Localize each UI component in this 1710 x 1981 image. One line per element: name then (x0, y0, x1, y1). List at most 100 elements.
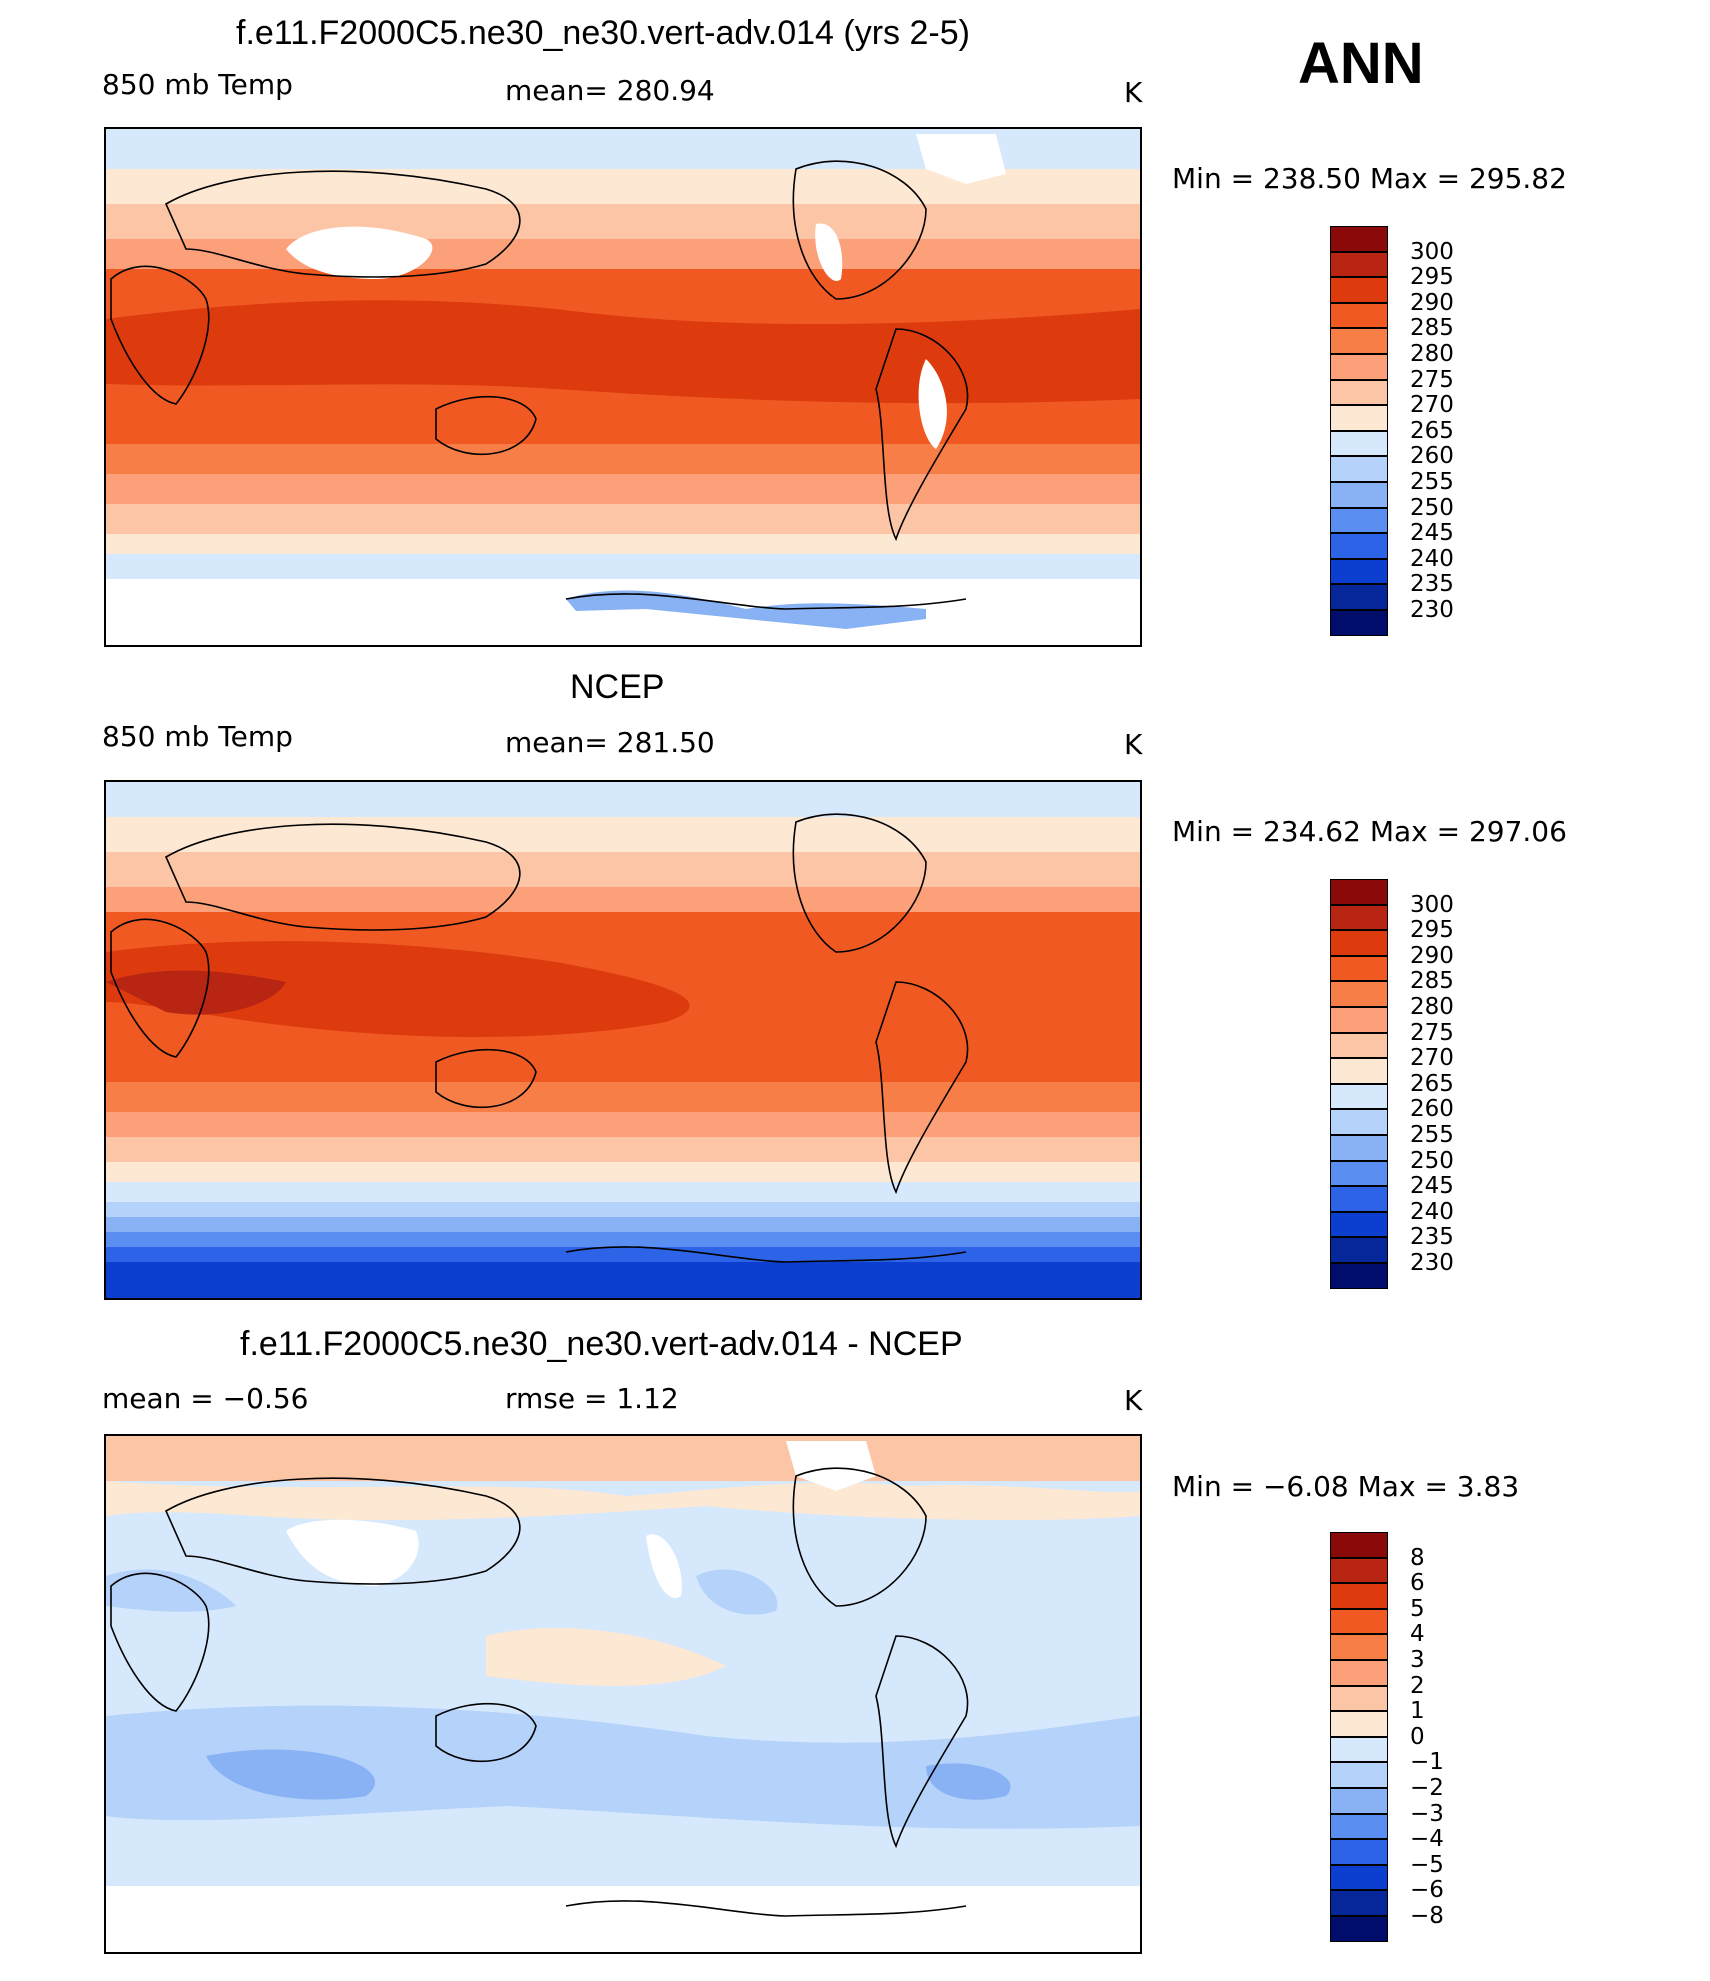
colorbar-swatch (1330, 1032, 1388, 1059)
colorbar-swatch (1330, 1736, 1388, 1763)
colorbar-tick-label: 260 (1410, 443, 1454, 470)
colorbar-swatch (1330, 1211, 1388, 1238)
colorbar-swatch (1330, 1263, 1388, 1289)
colorbar-tick-label: 265 (1410, 417, 1454, 444)
panel-obs-colorbar: 300 295 290 285 280 275 270 265 260 255 250 245 240 2… (1330, 879, 1454, 1289)
panel-diff-units: K (1124, 1384, 1143, 1417)
colorbar-tick-label: 250 (1410, 494, 1454, 521)
colorbar-swatch (1330, 610, 1388, 636)
season-label: ANN (1298, 31, 1424, 96)
colorbar-tick-label: 280 (1410, 994, 1454, 1020)
colorbar-swatch (1330, 1160, 1388, 1187)
colorbar-swatch (1330, 302, 1388, 329)
colorbar-swatch (1330, 1711, 1388, 1737)
colorbar-tick-label: 6 (1410, 1570, 1425, 1597)
colorbar-tick-label: 8 (1410, 1544, 1425, 1571)
colorbar-swatch (1330, 251, 1388, 278)
colorbar-swatch (1330, 1762, 1388, 1788)
colorbar-tick-label: −3 (1410, 1800, 1444, 1827)
panel-model-variable-label: 850 mb Temp (102, 68, 293, 101)
colorbar-tick-label: 245 (1410, 1173, 1454, 1200)
colorbar-swatch (1330, 1608, 1388, 1635)
colorbar-tick-label: 300 (1410, 238, 1454, 265)
colorbar-swatch (1330, 1916, 1388, 1942)
colorbar-swatch (1330, 277, 1388, 303)
colorbar-swatch (1330, 904, 1388, 931)
panel-diff-map-field (106, 1436, 1140, 1952)
panel-model-title: f.e11.F2000C5.ne30_ne30.vert-adv.014 (yr… (236, 14, 970, 52)
colorbar-swatch (1330, 558, 1388, 585)
colorbar-swatch (1330, 1135, 1388, 1161)
colorbar-tick-label: 290 (1410, 289, 1454, 316)
colorbar-tick-label: 255 (1410, 1122, 1454, 1148)
colorbar-tick-label: −4 (1410, 1826, 1444, 1853)
colorbar-swatch (1330, 456, 1388, 482)
colorbar-tick-label: 270 (1410, 1045, 1454, 1072)
colorbar-tick-label: 235 (1410, 1224, 1454, 1251)
colorbar-swatch (1330, 430, 1388, 457)
colorbar-tick-label: 275 (1410, 366, 1454, 393)
colorbar-tick-label: −5 (1410, 1851, 1444, 1878)
colorbar-tick-label: 4 (1410, 1621, 1425, 1648)
colorbar-swatch (1330, 328, 1388, 354)
colorbar-tick-label: 230 (1410, 597, 1454, 623)
colorbar-tick-label: 1 (1410, 1698, 1425, 1725)
colorbar-tick-label: 245 (1410, 520, 1454, 547)
colorbar-swatch (1330, 1890, 1388, 1916)
colorbar-tick-label: 270 (1410, 392, 1454, 419)
colorbar-swatch (1330, 879, 1388, 905)
colorbar-swatch (1330, 507, 1388, 534)
colorbar-swatch (1330, 1864, 1388, 1891)
colorbar-tick-label: 255 (1410, 469, 1454, 495)
panel-diff-minmax: Min = −6.08 Max = 3.83 (1172, 1470, 1520, 1503)
panel-obs-map-field (106, 782, 1140, 1298)
colorbar-swatch (1330, 1634, 1388, 1660)
panel-model-map-field (106, 129, 1140, 645)
colorbar-swatch (1330, 1685, 1388, 1712)
colorbar-swatch (1330, 981, 1388, 1007)
colorbar-swatch (1330, 354, 1388, 380)
panel-obs-variable-label: 850 mb Temp (102, 720, 293, 753)
panel-obs-minmax: Min = 234.62 Max = 297.06 (1172, 815, 1567, 848)
colorbar-swatch (1330, 1813, 1388, 1840)
colorbar-swatch (1330, 955, 1388, 982)
colorbar-tick-label: 235 (1410, 571, 1454, 598)
panel-model-minmax: Min = 238.50 Max = 295.82 (1172, 162, 1567, 195)
colorbar-swatch (1330, 379, 1388, 406)
colorbar-tick-label: 230 (1410, 1250, 1454, 1276)
colorbar-swatch (1330, 533, 1388, 559)
colorbar-swatch (1330, 226, 1388, 252)
colorbar-swatch (1330, 405, 1388, 431)
panel-obs-map (104, 780, 1142, 1300)
panel-diff-map (104, 1434, 1142, 1954)
colorbar-swatch (1330, 584, 1388, 610)
colorbar-swatch (1330, 1058, 1388, 1084)
colorbar-swatch (1330, 1557, 1388, 1584)
colorbar-tick-label: 265 (1410, 1070, 1454, 1097)
colorbar-tick-label: 0 (1410, 1723, 1425, 1750)
panel-diff-colorbar: 8 6 5 4 3 2 1 0 −1 −2 −3 −4 −5 −6 −8 (1330, 1532, 1444, 1942)
colorbar-tick-label: 5 (1410, 1595, 1425, 1622)
colorbar-tick-label: 240 (1410, 545, 1454, 572)
colorbar-tick-label: 290 (1410, 942, 1454, 969)
colorbar-swatch (1330, 1788, 1388, 1814)
colorbar-swatch (1330, 930, 1388, 956)
panel-diff-mean-label: mean = −0.56 (102, 1382, 309, 1415)
colorbar-swatch (1330, 1532, 1388, 1558)
colorbar-tick-label: 250 (1410, 1147, 1454, 1174)
colorbar-swatch (1330, 1109, 1388, 1135)
colorbar-swatch (1330, 1237, 1388, 1263)
colorbar-tick-label: 280 (1410, 341, 1454, 367)
colorbar-tick-label: −6 (1410, 1877, 1444, 1904)
colorbar-tick-label: −2 (1410, 1775, 1444, 1801)
colorbar-tick-label: 260 (1410, 1096, 1454, 1123)
panel-obs-units: K (1124, 728, 1143, 761)
colorbar-swatch (1330, 1007, 1388, 1033)
colorbar-swatch (1330, 1660, 1388, 1686)
panel-obs-mean-label: mean= 281.50 (505, 726, 715, 759)
colorbar-swatch (1330, 1583, 1388, 1609)
panel-model-colorbar: 300 295 290 285 280 275 270 265 260 255 250 245 240 2… (1330, 226, 1454, 636)
colorbar-tick-label: −1 (1410, 1749, 1444, 1776)
colorbar-tick-label: 240 (1410, 1198, 1454, 1225)
panel-diff-rmse-label: rmse = 1.12 (505, 1382, 679, 1415)
